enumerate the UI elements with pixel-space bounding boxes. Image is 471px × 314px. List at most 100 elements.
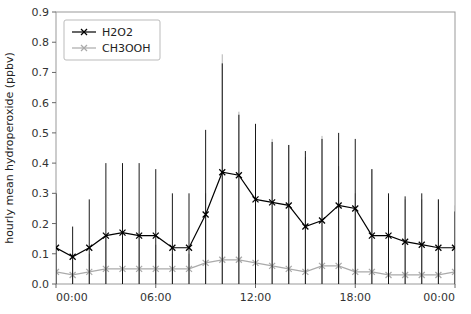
data-point-stroke bbox=[219, 169, 225, 175]
legend-marker-stroke bbox=[81, 29, 87, 35]
error-bar bbox=[56, 193, 57, 284]
data-point-stroke bbox=[169, 245, 175, 251]
data-point-stroke bbox=[169, 245, 175, 251]
error-bar bbox=[238, 115, 239, 284]
x-tick-label: 00:00 bbox=[423, 291, 455, 304]
data-point-stroke bbox=[86, 245, 92, 251]
data-point bbox=[56, 245, 59, 251]
legend-box bbox=[64, 20, 160, 60]
error-bar bbox=[438, 199, 439, 284]
data-point bbox=[336, 202, 342, 208]
data-point-stroke bbox=[153, 233, 159, 239]
data-point-stroke bbox=[86, 245, 92, 251]
data-point-stroke bbox=[352, 205, 358, 211]
data-point bbox=[153, 233, 159, 239]
data-point bbox=[269, 199, 275, 205]
data-point-stroke bbox=[120, 230, 126, 236]
data-point bbox=[203, 211, 209, 217]
x-tick-label: 18:00 bbox=[339, 291, 371, 304]
y-tick bbox=[52, 42, 56, 43]
data-point-stroke bbox=[236, 172, 242, 178]
data-point-stroke bbox=[186, 245, 192, 251]
data-point-stroke bbox=[419, 242, 425, 248]
data-point-stroke bbox=[386, 233, 392, 239]
data-point-stroke bbox=[269, 199, 275, 205]
data-point-stroke bbox=[136, 233, 142, 239]
legend-marker-stroke bbox=[81, 29, 87, 35]
legend-marker-stroke bbox=[81, 45, 87, 51]
plot-area bbox=[56, 54, 455, 284]
y-tick bbox=[52, 284, 56, 285]
y-tick bbox=[52, 223, 56, 224]
series bbox=[56, 54, 455, 284]
y-tick bbox=[52, 132, 56, 133]
data-point bbox=[103, 233, 109, 239]
y-tick-label: 0.6 bbox=[32, 97, 50, 110]
y-tick-label: 0.9 bbox=[32, 6, 50, 19]
y-tick bbox=[52, 12, 56, 13]
data-point bbox=[452, 245, 455, 251]
data-point-stroke bbox=[402, 239, 408, 245]
data-point-stroke bbox=[203, 211, 209, 217]
error-bar bbox=[438, 199, 439, 284]
data-point-stroke bbox=[302, 224, 308, 230]
data-point-stroke bbox=[452, 245, 455, 251]
data-point-stroke bbox=[203, 211, 209, 217]
data-point-stroke bbox=[286, 202, 292, 208]
data-point bbox=[402, 239, 408, 245]
data-point-stroke bbox=[336, 202, 342, 208]
data-point bbox=[120, 230, 126, 236]
error-bar bbox=[288, 145, 289, 284]
x-tick bbox=[155, 284, 156, 288]
error-bar bbox=[322, 136, 323, 284]
data-point bbox=[302, 224, 308, 230]
data-point-stroke bbox=[136, 233, 142, 239]
data-point bbox=[70, 254, 76, 260]
data-point bbox=[219, 169, 225, 175]
data-point-stroke bbox=[236, 172, 242, 178]
error-bar bbox=[155, 169, 156, 284]
error-bar bbox=[288, 145, 289, 284]
data-point bbox=[186, 245, 192, 251]
legend-label: H2O2 bbox=[102, 26, 133, 39]
error-bar bbox=[338, 133, 339, 284]
y-tick bbox=[52, 102, 56, 103]
data-point bbox=[236, 172, 242, 178]
plot-frame bbox=[56, 12, 455, 284]
data-point-stroke bbox=[219, 169, 225, 175]
data-point-stroke bbox=[103, 233, 109, 239]
error-bar bbox=[189, 193, 190, 284]
data-point-stroke bbox=[435, 245, 441, 251]
y-tick-label: 0.5 bbox=[32, 127, 50, 140]
data-point-stroke bbox=[302, 224, 308, 230]
y-tick bbox=[52, 193, 56, 194]
data-point bbox=[169, 245, 175, 251]
data-point bbox=[419, 242, 425, 248]
data-point-stroke bbox=[352, 205, 358, 211]
legend-marker bbox=[81, 29, 87, 35]
error-bar bbox=[455, 205, 456, 284]
error-bar bbox=[421, 193, 422, 284]
error-bar bbox=[272, 139, 273, 284]
data-point-stroke bbox=[402, 239, 408, 245]
y-tick-label: 0.8 bbox=[32, 36, 50, 49]
data-point bbox=[286, 202, 292, 208]
data-point-stroke bbox=[419, 242, 425, 248]
data-point bbox=[435, 245, 441, 251]
x-tick bbox=[455, 284, 456, 288]
error-bar bbox=[405, 196, 406, 284]
x-tick-label: 12:00 bbox=[240, 291, 272, 304]
data-point-stroke bbox=[253, 196, 259, 202]
y-tick bbox=[52, 163, 56, 164]
data-point-stroke bbox=[70, 254, 76, 260]
data-point-stroke bbox=[452, 245, 455, 251]
data-point bbox=[136, 233, 142, 239]
error-bar bbox=[105, 163, 106, 284]
error-bar bbox=[255, 124, 256, 284]
series-line bbox=[56, 172, 455, 257]
error-bar bbox=[89, 199, 90, 284]
y-tick-label: 0.3 bbox=[32, 187, 50, 200]
error-bar bbox=[139, 163, 140, 284]
data-point-stroke bbox=[369, 233, 375, 239]
data-point-stroke bbox=[56, 245, 59, 251]
